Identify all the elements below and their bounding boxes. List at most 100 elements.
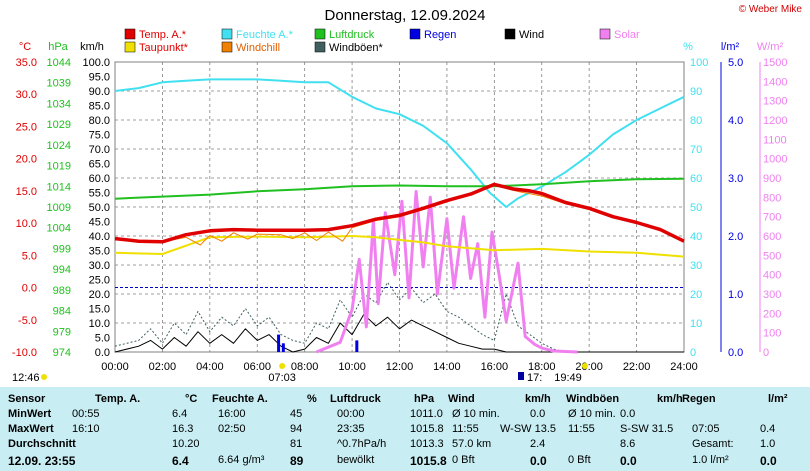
table-cell: 0 Bft (568, 454, 591, 466)
table-cell: Ø 10 min. (452, 408, 500, 420)
humidity-tick-label: 90 (690, 86, 702, 98)
table-cell: 81 (290, 438, 303, 450)
legend-label: Windchill (236, 42, 280, 54)
table-header: Temp. A. (95, 393, 141, 405)
table-cell: 45 (290, 408, 303, 420)
kmh-tick-label: 25.0 (89, 275, 110, 287)
table-cell: 0.0 (620, 454, 637, 468)
hpa-tick-label: 1019 (47, 161, 71, 173)
kmh-tick-label: 70.0 (89, 144, 110, 156)
hpa-tick-label: 979 (53, 326, 71, 338)
table-cell: 0 Bft (452, 454, 475, 466)
kmh-tick-label: 60.0 (89, 173, 110, 185)
hpa-tick-label: 1024 (47, 140, 71, 152)
axis-unit-label: W/m² (757, 41, 784, 53)
axis-unit-label: km/h (80, 41, 104, 53)
rain-bar (281, 343, 285, 352)
series-line-solar (315, 190, 578, 354)
table-cell: 16:10 (72, 423, 100, 435)
temp-tick-label: -10.0 (12, 347, 37, 359)
humidity-tick-label: 0 (690, 347, 696, 359)
hpa-tick-label: 1009 (47, 202, 71, 214)
solar-tick-label: 1300 (763, 96, 787, 108)
legend-label: Windböen* (329, 42, 384, 54)
humidity-tick-label: 40 (690, 231, 702, 243)
stats-table: Sensor Temp. A. °C Feuchte A.% Luftdruck hPa W… (0, 387, 810, 471)
table-row-label: 12.09. 23:55 (8, 454, 76, 468)
table-cell: W-SW 13.5 (500, 423, 557, 435)
table-header: °C (185, 393, 198, 405)
temp-tick-label: 20.0 (16, 154, 37, 166)
axis-unit-label: l/m² (721, 41, 740, 53)
kmh-tick-label: 65.0 (89, 159, 110, 171)
solar-tick-label: 1500 (763, 57, 787, 69)
solar-tick-label: 400 (763, 270, 781, 282)
table-cell: 2.4 (530, 438, 546, 450)
weather-chart: Donnerstag, 12.09.2024 Temp. A.* Feuchte … (12, 7, 788, 384)
legend-swatch (504, 28, 516, 40)
legend-label: Temp. A.* (139, 29, 187, 41)
table-cell: 1.0 (760, 438, 776, 450)
humidity-tick-label: 30 (690, 260, 702, 272)
temp-tick-label: 15.0 (16, 186, 37, 198)
rain-tick-label: 4.0 (728, 115, 743, 127)
kmh-tick-label: 20.0 (89, 289, 110, 301)
table-cell: 1013.3 (410, 438, 444, 450)
table-cell: 10.20 (172, 438, 200, 450)
sunrise-icon (279, 363, 286, 369)
hpa-tick-label: 984 (53, 306, 71, 318)
table-cell: Gesamt: (692, 438, 734, 450)
table-cell: 6.64 g/m³ (218, 454, 265, 466)
table-header: l/m² (768, 393, 788, 405)
x-tick-label: 10:00 (338, 361, 366, 373)
table-cell: 1011.0 (410, 408, 443, 420)
hpa-tick-label: 1039 (47, 78, 71, 90)
solar-tick-label: 1000 (763, 154, 787, 166)
table-row-label: MaxWert (8, 423, 54, 435)
series-line-tempa (114, 182, 685, 244)
table-cell: bewölkt (337, 454, 375, 466)
temp-tick-label: 25.0 (16, 121, 37, 133)
legend-swatch (221, 28, 233, 40)
kmh-tick-label: 85.0 (89, 101, 110, 113)
table-cell: 0.0 (530, 454, 547, 468)
temp-tick-label: 30.0 (16, 89, 37, 101)
time-right: 17: (527, 372, 542, 384)
solar-tick-label: 1100 (763, 134, 787, 146)
rain-bar (277, 334, 281, 352)
table-cell: 94 (290, 423, 303, 435)
rain-tick-label: 3.0 (728, 173, 743, 185)
rain-bar (355, 340, 359, 352)
series-line-windben (114, 281, 684, 353)
chart-title: Donnerstag, 12.09.2024 (325, 7, 486, 24)
table-header: Windböen (566, 393, 620, 405)
table-header: Feuchte A. (212, 393, 268, 405)
tick-labels: 35.0 30.0 25.0 20.0 15.0 10.0 5.0 0.0 -5.0 -10.0 1… (12, 57, 788, 373)
hpa-tick-label: 1014 (47, 181, 71, 193)
solar-tick-label: 500 (763, 250, 781, 262)
kmh-tick-label: 75.0 (89, 130, 110, 142)
table-cell: 23:35 (337, 423, 365, 435)
kmh-tick-label: 10.0 (89, 318, 110, 330)
solar-tick-label: 200 (763, 308, 781, 320)
table-cell: S-SW 31.5 (620, 423, 674, 435)
table-cell: 0.4 (760, 423, 776, 435)
table-cell: 0.0 (620, 408, 636, 420)
kmh-tick-label: 55.0 (89, 188, 110, 200)
table-header: Sensor (8, 393, 46, 405)
table-cell: 0.0 (530, 408, 546, 420)
table-header: km/h (657, 393, 683, 405)
humidity-tick-label: 60 (690, 173, 702, 185)
hpa-tick-label: 989 (53, 285, 71, 297)
sunrise-time: 07:03 (268, 372, 296, 384)
table-header: Luftdruck (330, 393, 381, 405)
table-cell: Ø 10 min. (568, 408, 616, 420)
humidity-tick-label: 100 (690, 57, 708, 69)
solar-tick-label: 300 (763, 289, 781, 301)
rain-tick-label: 0.0 (728, 347, 743, 359)
sunset-icon (581, 363, 588, 369)
temp-tick-label: 0.0 (22, 283, 37, 295)
series-line-taupunkt (114, 235, 685, 258)
rain-tick-label: 1.0 (728, 289, 743, 301)
sunset-time: 19:49 (554, 372, 582, 384)
